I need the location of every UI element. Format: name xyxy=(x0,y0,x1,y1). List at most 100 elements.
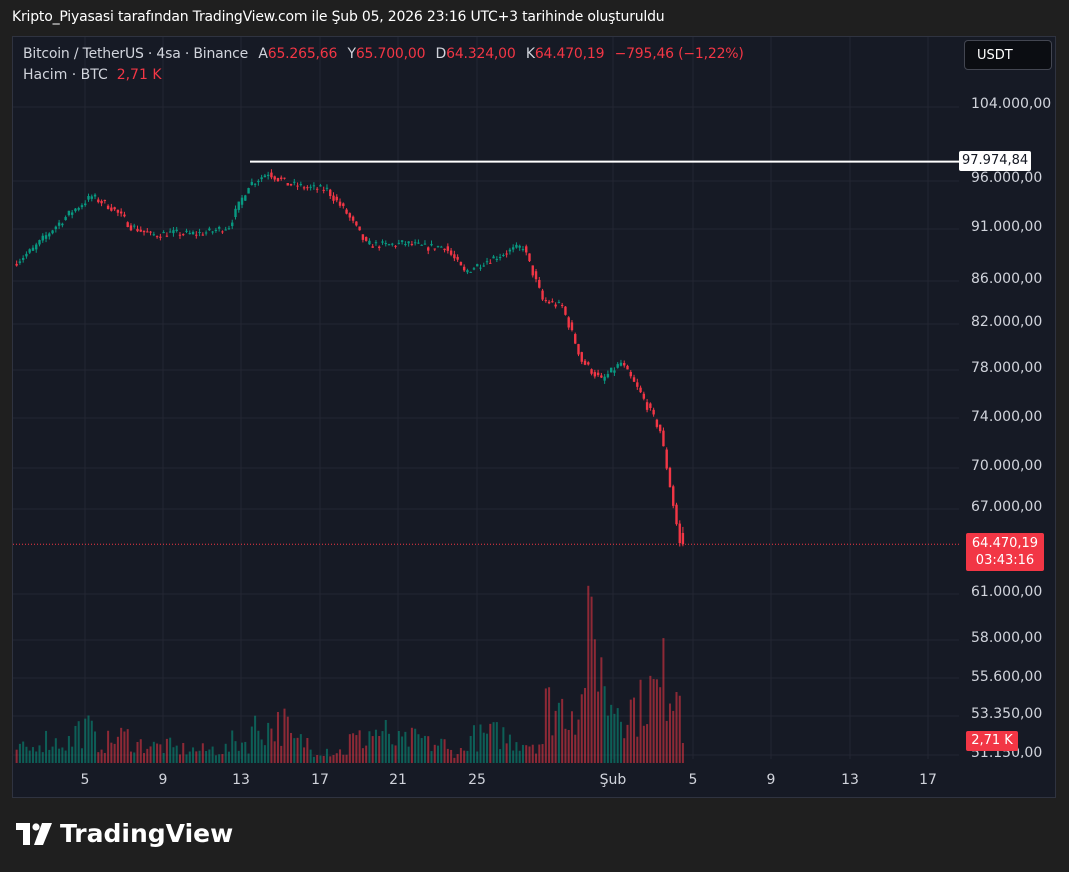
candle-body xyxy=(182,234,185,236)
horizontal-line-price-label[interactable]: 97.974,84 xyxy=(959,151,1032,171)
volume-bar xyxy=(123,731,126,763)
candle-body xyxy=(139,229,142,232)
candle-body xyxy=(178,234,182,236)
volume-bar xyxy=(192,747,195,763)
candle-body xyxy=(204,232,208,234)
volume-legend-label[interactable]: Hacim · BTC xyxy=(23,67,108,83)
volume-bar xyxy=(430,751,433,763)
y-tick-label: 78.000,00 xyxy=(971,360,1043,376)
candle-body xyxy=(110,207,113,211)
volume-bar xyxy=(260,739,263,763)
volume-bar xyxy=(169,737,172,763)
candle-body xyxy=(119,211,123,214)
candle-body xyxy=(590,369,593,374)
candle-body xyxy=(329,189,332,197)
candle-body xyxy=(577,344,580,355)
tradingview-brand[interactable]: TradingView xyxy=(16,819,233,848)
candle-body xyxy=(381,241,384,243)
volume-bar xyxy=(185,754,188,763)
volume-bar xyxy=(342,754,345,763)
volume-bar xyxy=(388,733,391,763)
volume-bar xyxy=(495,722,498,763)
volume-bar xyxy=(463,750,466,763)
volume-bar xyxy=(309,749,312,763)
volume-bar xyxy=(276,711,279,763)
candle-body xyxy=(508,249,512,252)
volume-bar xyxy=(58,748,61,763)
volume-bar xyxy=(143,753,146,763)
candle-body xyxy=(570,322,574,331)
candle-body xyxy=(567,317,570,328)
volume-bar xyxy=(263,745,266,763)
candle-body xyxy=(244,195,247,201)
symbol-title[interactable]: Bitcoin / TetherUS · 4sa · Binance xyxy=(23,46,249,62)
volume-bar xyxy=(606,715,609,763)
candle-body xyxy=(560,305,564,307)
candle-body xyxy=(191,231,195,235)
currency-unit-button[interactable]: USDT xyxy=(964,40,1052,70)
candle-body xyxy=(632,377,636,382)
volume-bar xyxy=(593,639,596,763)
volume-bar xyxy=(136,742,139,763)
volume-bar xyxy=(668,703,671,763)
volume-bar xyxy=(629,699,632,763)
x-tick-label: 25 xyxy=(468,772,486,788)
candle-body xyxy=(348,213,352,218)
volume-bar xyxy=(244,741,247,763)
candle-body xyxy=(342,203,345,207)
candle-body xyxy=(505,253,508,255)
volume-bar xyxy=(535,753,538,763)
candle-body xyxy=(133,225,136,227)
volume-bar xyxy=(152,741,155,763)
candle-body xyxy=(511,247,515,250)
x-tick-label: 13 xyxy=(232,772,250,788)
candle-body xyxy=(97,199,100,203)
candle-body xyxy=(38,240,41,245)
candle-body xyxy=(306,187,309,189)
candle-body xyxy=(384,243,387,245)
close-value: 64.470,19 xyxy=(534,46,605,62)
volume-bar xyxy=(293,738,296,763)
candle-body xyxy=(521,249,525,251)
candle-body xyxy=(374,242,378,244)
candle-body xyxy=(208,228,211,231)
volume-bar xyxy=(554,710,557,763)
candle-body xyxy=(557,301,561,303)
candle-body xyxy=(433,248,436,250)
low-label: D xyxy=(435,46,447,62)
x-tick-label: 5 xyxy=(80,772,90,788)
candle-body xyxy=(289,183,293,186)
chart-panel[interactable]: Bitcoin / TetherUS · 4sa · Binance A65.2… xyxy=(12,36,1056,798)
candle-body xyxy=(534,271,538,280)
volume-bar xyxy=(211,746,214,763)
volume-bar xyxy=(162,753,165,763)
candle-body xyxy=(211,231,214,233)
volume-bar xyxy=(437,745,440,763)
candle-body xyxy=(456,256,459,260)
volume-bar xyxy=(87,715,90,763)
volume-bar xyxy=(580,694,583,763)
volume-bar xyxy=(188,751,191,763)
candle-body xyxy=(266,174,270,176)
candle-body xyxy=(146,231,149,233)
volume-bar xyxy=(322,755,325,763)
price-chart[interactable] xyxy=(13,37,1057,799)
volume-bar xyxy=(355,735,358,763)
volume-bar xyxy=(221,754,224,763)
volume-bar xyxy=(361,748,364,763)
volume-bar xyxy=(74,725,77,763)
last-volume-label: 2,71 K xyxy=(966,731,1018,751)
volume-bar xyxy=(391,744,394,763)
high-value: 65.700,00 xyxy=(355,46,426,62)
volume-bar xyxy=(214,755,217,763)
volume-bar xyxy=(453,757,456,763)
x-tick-label: 9 xyxy=(766,772,776,788)
volume-bar xyxy=(22,741,25,763)
volume-bar xyxy=(100,749,103,763)
volume-bar xyxy=(371,736,374,763)
candle-body xyxy=(364,236,368,241)
volume-bar xyxy=(459,748,462,763)
volume-bar xyxy=(433,744,436,763)
y-tick-label: 91.000,00 xyxy=(971,219,1043,235)
volume-bar xyxy=(401,736,404,763)
